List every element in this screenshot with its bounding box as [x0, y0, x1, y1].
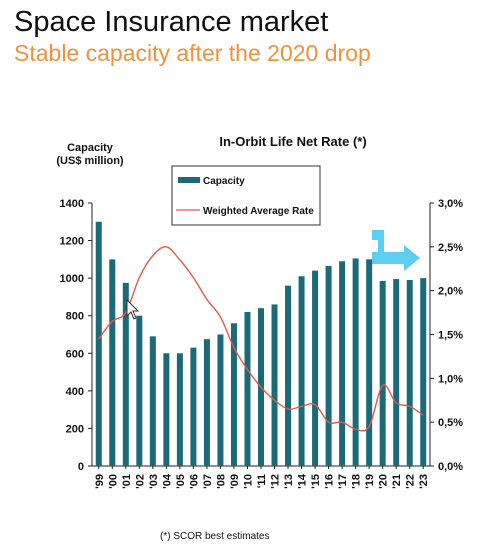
bar-capacity	[149, 336, 156, 466]
y-right-tick-label: 0,5%	[438, 417, 463, 429]
bar-capacity	[339, 261, 346, 466]
bar-capacity	[298, 276, 305, 466]
y-axis-title-line1: Capacity	[67, 142, 114, 154]
x-tick-label: '02	[134, 474, 146, 489]
y-right-tick-label: 1,5%	[438, 330, 463, 342]
x-tick-label: '12	[270, 474, 282, 489]
y-left-tick-label: 1400	[60, 198, 84, 210]
x-tick-label: '11	[256, 474, 268, 488]
y-left-tick-label: 600	[66, 348, 84, 360]
bar-capacity	[244, 311, 251, 466]
bar-capacity	[122, 282, 129, 466]
bar-capacity	[420, 278, 427, 466]
line-weighted-average-rate	[98, 246, 424, 432]
y-left-tick-label: 1000	[60, 273, 84, 285]
x-tick-label: '13	[283, 474, 295, 489]
y-right-tick-label: 3,0%	[438, 198, 463, 210]
x-tick-label: '09	[229, 474, 241, 489]
x-tick-label: '16	[324, 474, 336, 489]
legend-swatch-capacity	[178, 177, 200, 183]
slide-subtitle: Stable capacity after the 2020 drop	[14, 40, 371, 66]
x-tick-label: '08	[215, 474, 227, 489]
bar-capacity	[203, 339, 210, 466]
bar-capacity	[285, 285, 292, 466]
x-tick-label: '00	[107, 474, 119, 489]
y-right-tick-label: 2,5%	[438, 242, 463, 254]
bar-capacity	[217, 334, 224, 466]
y-left-tick-label: 0	[78, 461, 84, 473]
y-left-tick-label: 1200	[60, 236, 84, 248]
bar-capacity	[406, 280, 413, 466]
x-tick-label: '23	[418, 474, 430, 489]
bar-capacity	[352, 258, 359, 466]
legend-label-rate: Weighted Average Rate	[203, 206, 314, 217]
x-tick-label: '21	[391, 474, 403, 489]
x-tick-label: '04	[161, 473, 173, 489]
bar-capacity	[109, 259, 116, 466]
x-tick-label: '22	[405, 474, 417, 489]
y-left-tick-label: 800	[66, 311, 84, 323]
x-tick-label: '15	[310, 474, 322, 489]
x-tick-label: '99	[94, 474, 106, 489]
y-left-tick-label: 400	[66, 386, 84, 398]
bar-capacity	[325, 265, 332, 466]
bar-capacity	[393, 279, 400, 466]
bar-capacity	[271, 304, 278, 466]
bar-capacity	[379, 280, 386, 466]
bar-capacity	[176, 353, 183, 466]
bar-capacity	[190, 347, 197, 466]
bar-capacity	[230, 323, 237, 466]
x-tick-label: '07	[202, 474, 214, 489]
chart-title: In-Orbit Life Net Rate (*)	[219, 134, 366, 149]
x-tick-label: '14	[297, 473, 309, 489]
cyan-bent-arrow-icon	[372, 230, 420, 271]
bar-capacity	[163, 353, 170, 466]
x-tick-label: '01	[121, 474, 133, 489]
x-tick-label: '06	[188, 474, 200, 489]
bar-capacity	[136, 315, 143, 466]
legend: Capacity Weighted Average Rate	[171, 165, 321, 226]
legend-label-capacity: Capacity	[203, 176, 245, 187]
x-tick-label: '18	[351, 474, 363, 489]
y-right-tick-label: 1,0%	[438, 373, 463, 385]
x-tick-label: '17	[337, 474, 349, 489]
y-axis-title-line2: (US$ million)	[56, 155, 124, 167]
legend-box	[171, 165, 321, 226]
x-tick-label: '05	[175, 474, 187, 489]
x-tick-label: '10	[242, 474, 254, 489]
bar-capacity	[312, 270, 319, 466]
slide-title: Space Insurance market	[14, 6, 329, 38]
x-tick-label: '19	[364, 474, 376, 489]
mouse-cursor-icon	[126, 298, 140, 320]
bar-capacity	[366, 259, 373, 466]
y-left-tick-label: 200	[66, 423, 84, 435]
bar-capacity	[95, 221, 102, 466]
x-tick-label: '03	[148, 474, 160, 489]
x-tick-label: '20	[378, 474, 390, 489]
y-right-tick-label: 0,0%	[438, 461, 463, 473]
footnote: (*) SCOR best estimates	[160, 531, 270, 542]
y-right-tick-label: 2,0%	[438, 286, 463, 298]
